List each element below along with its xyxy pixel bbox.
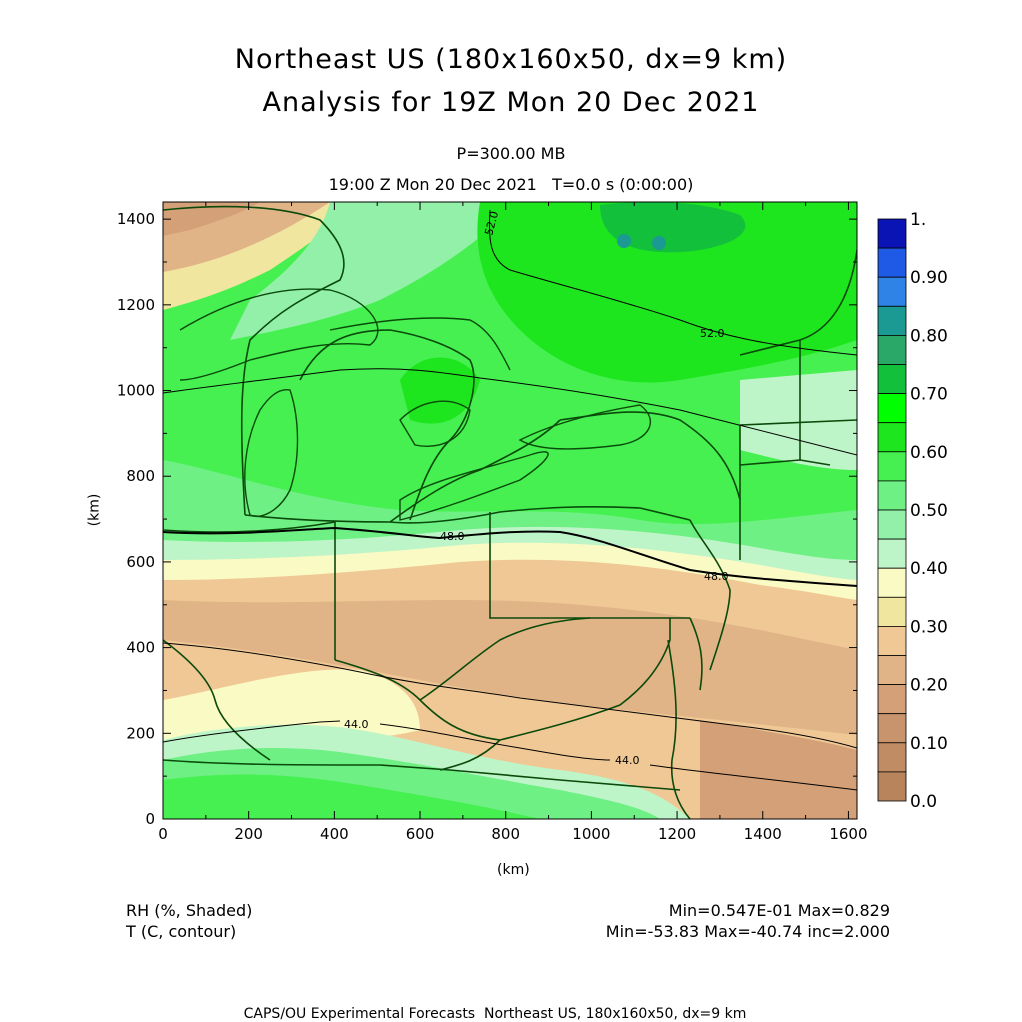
x-tick-label: 600 xyxy=(406,825,435,843)
colorbar-swatch xyxy=(877,567,907,598)
great-lakes-outlines xyxy=(179,288,652,521)
plot-frame xyxy=(162,201,858,820)
valid-time: 19:00 Z Mon 20 Dec 2021 T=0.0 s (0:00:00… xyxy=(328,175,694,194)
axis-tick-labels: 0 200 400 600 800 1000 1200 1400 1600 0 200 400 600 8… xyxy=(117,210,868,843)
colorbar-swatch xyxy=(877,509,907,540)
colorbar-swatch xyxy=(877,334,907,365)
colorbar-swatch xyxy=(877,305,907,336)
title-line-2: Analysis for 19Z Mon 20 Dec 2021 xyxy=(262,87,760,118)
x-tick-label: 800 xyxy=(491,825,520,843)
contour-label: 44.0 xyxy=(615,754,640,767)
contour-label: 44.0 xyxy=(344,718,369,731)
colorbar-swatch xyxy=(877,684,907,715)
temperature-min-max: Min=-53.83 Max=-40.74 inc=2.000 xyxy=(605,922,890,941)
y-tick-label: 600 xyxy=(126,553,155,571)
colorbar-label: 0.20 xyxy=(910,676,948,696)
colorbar-swatch xyxy=(877,480,907,511)
colorbar-swatch xyxy=(877,626,907,656)
x-tick-label: 1400 xyxy=(744,825,782,843)
x-tick-label: 400 xyxy=(320,825,349,843)
y-tick-label: 1000 xyxy=(117,382,155,400)
axis-ticks xyxy=(162,202,857,820)
colorbar-swatch xyxy=(877,218,907,249)
colorbar-swatch xyxy=(877,771,907,802)
x-tick-label: 0 xyxy=(158,825,168,843)
y-tick-label: 200 xyxy=(126,724,155,742)
state-province-boundaries xyxy=(163,205,857,819)
y-tick-label: 400 xyxy=(126,639,155,657)
x-tick-label: 200 xyxy=(234,825,263,843)
colorbar-label: 0.60 xyxy=(910,443,948,463)
colorbar-swatch xyxy=(877,393,907,424)
contour-label: 52.0 xyxy=(700,327,725,340)
colorbar-swatch xyxy=(877,364,907,395)
colorbar xyxy=(877,218,907,802)
title-line-1: Northeast US (180x160x50, dx=9 km) xyxy=(234,44,788,75)
rh-min-max: Min=0.547E-01 Max=0.829 xyxy=(668,901,890,920)
colorbar-swatch xyxy=(877,742,907,773)
colorbar-swatch xyxy=(877,596,907,627)
colorbar-label: 0.70 xyxy=(910,385,948,405)
colorbar-label: 0.30 xyxy=(910,617,948,637)
colorbar-labels: 1. 0.90 0.80 0.70 0.60 0.50 0.40 0.30 0.20 0.10 0.… xyxy=(910,210,948,812)
x-tick-label: 1600 xyxy=(829,825,867,843)
y-tick-label: 800 xyxy=(126,467,155,485)
colorbar-swatch xyxy=(877,247,907,278)
colorbar-swatch xyxy=(877,422,907,453)
temperature-legend: T (C, contour) xyxy=(126,922,237,941)
contour-label: 52.0 xyxy=(482,210,501,237)
y-tick-label: 1400 xyxy=(117,210,155,228)
y-axis-label: (km) xyxy=(86,493,103,527)
rh-shading xyxy=(163,202,857,819)
colorbar-label: 1. xyxy=(910,210,926,230)
x-tick-label: 1000 xyxy=(572,825,610,843)
contour-label: 48.0 xyxy=(704,570,729,583)
colorbar-label: 0.40 xyxy=(910,559,948,579)
pressure-level: P=300.00 MB xyxy=(456,144,566,163)
colorbar-label: 0.10 xyxy=(910,734,948,754)
colorbar-swatch xyxy=(877,655,907,686)
rh-legend: RH (%, Shaded) xyxy=(126,901,253,920)
x-axis-label: (km) xyxy=(497,862,530,878)
colorbar-swatch xyxy=(877,713,907,744)
colorbar-label: 0.0 xyxy=(910,792,937,812)
colorbar-swatch xyxy=(877,538,907,569)
colorbar-swatch xyxy=(877,451,907,482)
y-tick-label: 0 xyxy=(145,810,155,828)
contour-label: 48.0 xyxy=(440,530,465,543)
colorbar-label: 0.80 xyxy=(910,326,948,346)
colorbar-swatch xyxy=(877,276,907,307)
x-tick-label: 1200 xyxy=(658,825,696,843)
colorbar-label: 0.50 xyxy=(910,501,948,521)
contour-labels: 52.0 52.0 48.0 48.0 44.0 44.0 xyxy=(344,210,729,767)
colorbar-label: 0.90 xyxy=(910,268,948,288)
temperature-contours xyxy=(163,209,857,791)
credit-line: CAPS/OU Experimental Forecasts Northeast… xyxy=(243,1006,747,1022)
y-tick-label: 1200 xyxy=(117,296,155,314)
